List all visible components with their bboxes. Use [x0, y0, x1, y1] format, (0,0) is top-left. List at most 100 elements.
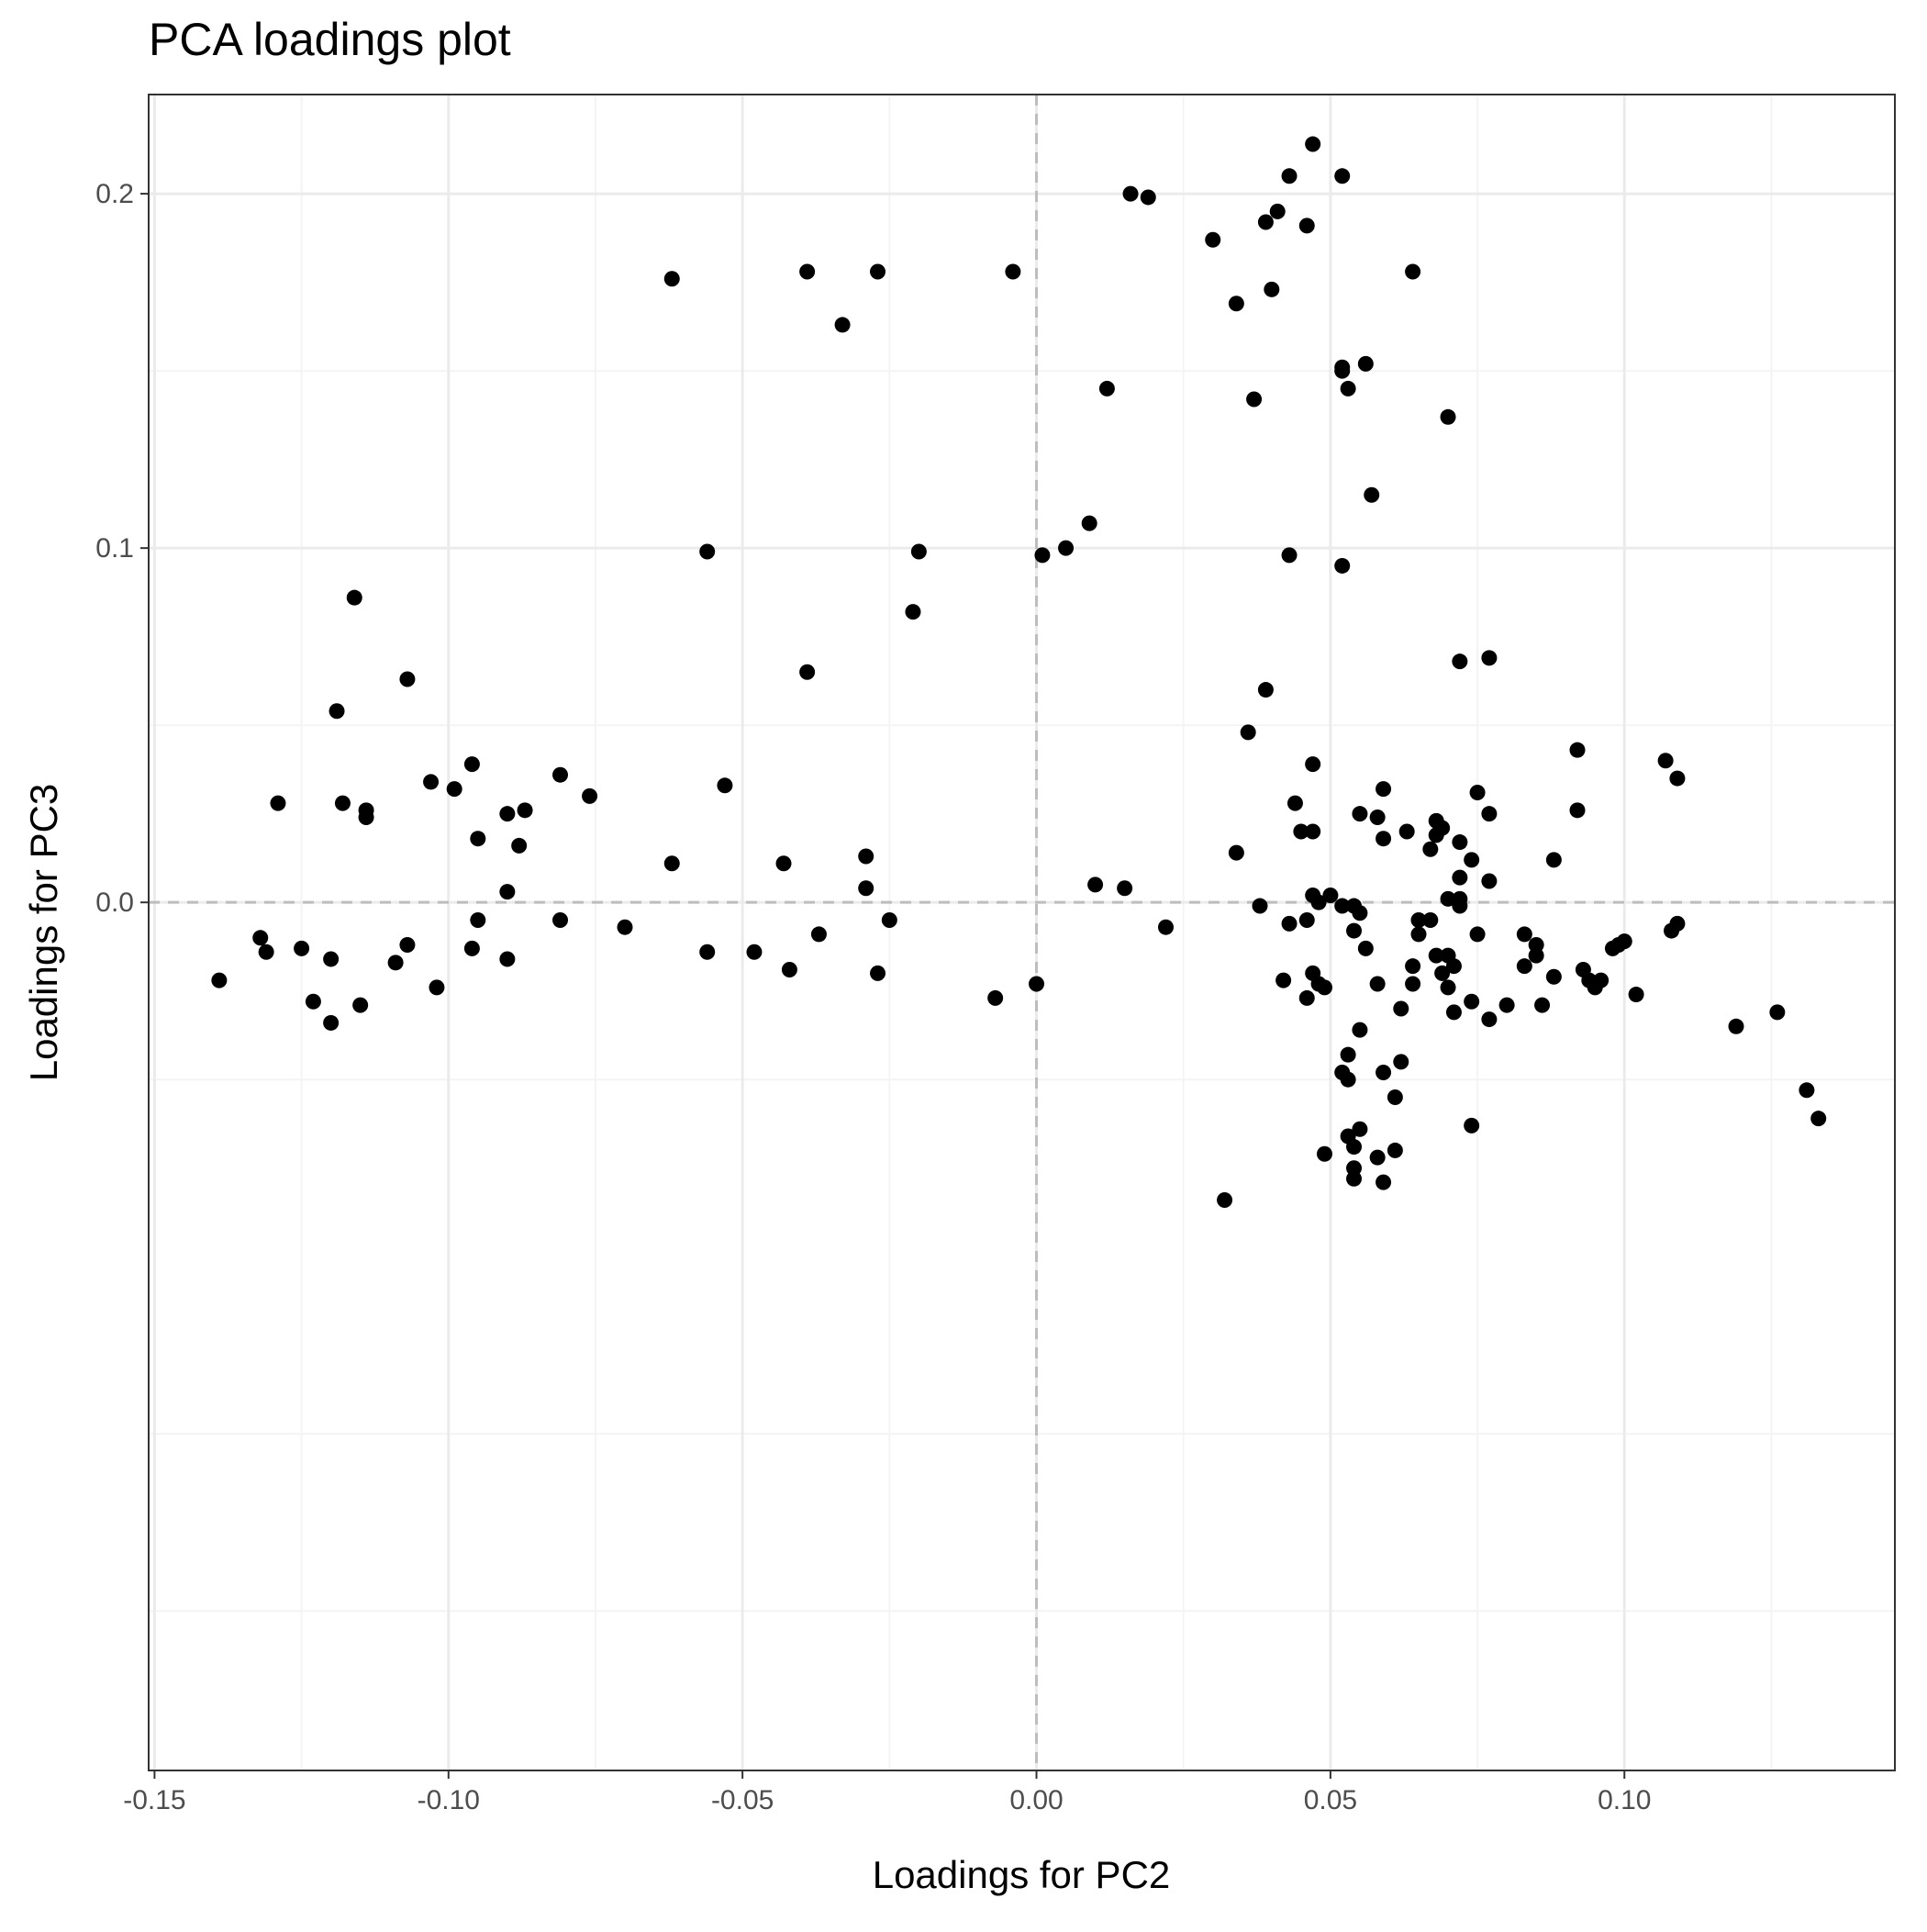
data-point [252, 930, 269, 946]
data-point [1469, 926, 1486, 943]
data-point [1257, 682, 1274, 698]
chart-title: PCA loadings plot [149, 14, 511, 65]
data-point [1157, 919, 1174, 935]
data-point [499, 951, 516, 967]
data-point [1440, 979, 1456, 996]
data-point [1440, 408, 1456, 425]
data-point [1310, 894, 1327, 910]
data-point [323, 951, 340, 967]
data-point [552, 911, 569, 928]
data-point [1657, 753, 1674, 769]
data-point [1340, 380, 1356, 396]
reference-lines [149, 95, 1895, 1770]
major-gridlines [149, 95, 1895, 1770]
data-point [1357, 355, 1374, 372]
data-point [1528, 947, 1544, 964]
data-point [1334, 363, 1351, 379]
data-point [1117, 880, 1133, 897]
data-point [1252, 898, 1268, 914]
data-point [1516, 926, 1532, 943]
data-point [1305, 756, 1321, 773]
data-point [858, 880, 874, 897]
data-point [746, 944, 763, 960]
data-point [1405, 958, 1421, 975]
data-point [1440, 890, 1456, 907]
data-point [1428, 947, 1444, 964]
data-point [1316, 1145, 1332, 1162]
data-point [663, 855, 680, 872]
data-point [1264, 281, 1280, 297]
data-point [399, 937, 416, 954]
data-point [258, 944, 274, 960]
data-point [1669, 770, 1686, 787]
data-point [211, 972, 228, 988]
data-point [1545, 852, 1562, 868]
data-point [1376, 831, 1392, 847]
y-tick-label: 0.1 [95, 533, 134, 564]
data-point [870, 263, 886, 280]
data-point [1087, 877, 1104, 893]
data-point [617, 919, 633, 935]
data-point [1346, 1139, 1363, 1156]
data-point [1240, 724, 1256, 741]
data-point [810, 926, 827, 943]
data-point [1410, 926, 1427, 943]
data-point [1422, 911, 1439, 928]
data-point [1298, 989, 1315, 1006]
data-point [1257, 214, 1274, 230]
data-point [582, 787, 598, 804]
data-point [1422, 841, 1439, 857]
y-tick-label: 0.0 [95, 888, 134, 918]
data-point [1322, 887, 1339, 903]
data-point [1369, 1149, 1386, 1166]
x-tick-label: 0.00 [1009, 1785, 1063, 1815]
data-point [399, 671, 416, 687]
data-point [499, 884, 516, 900]
data-point [699, 944, 716, 960]
data-point [1481, 806, 1498, 822]
data-point [1464, 1117, 1480, 1134]
data-point [1298, 911, 1315, 928]
data-point [1405, 263, 1421, 280]
data-point [799, 263, 816, 280]
data-point [352, 997, 369, 1013]
data-point [1352, 905, 1368, 921]
data-point [294, 940, 310, 956]
data-point [1352, 806, 1368, 822]
data-point [305, 993, 321, 1010]
data-point [1410, 911, 1427, 928]
data-point [1452, 898, 1468, 914]
data-point [1387, 1142, 1403, 1158]
data-point [881, 911, 897, 928]
data-point [1376, 781, 1392, 798]
data-point [1305, 823, 1321, 840]
data-point [1217, 1191, 1233, 1208]
data-point [1029, 976, 1045, 992]
data-point [1269, 203, 1286, 219]
data-point [1334, 168, 1351, 184]
data-point [1569, 802, 1586, 819]
y-axis-ticks: 0.0 0.1 0.2 [95, 179, 149, 918]
data-point [470, 831, 486, 847]
data-point [358, 810, 374, 826]
data-point [334, 795, 351, 811]
data-point [1664, 922, 1680, 939]
data-point [905, 604, 921, 620]
data-point [552, 766, 569, 783]
data-point [329, 703, 345, 720]
data-point [446, 781, 462, 798]
data-point [387, 955, 404, 971]
data-point [1498, 997, 1515, 1013]
data-point [470, 911, 486, 928]
data-point [429, 979, 445, 996]
data-point [1334, 557, 1351, 574]
data-point [1305, 136, 1321, 152]
data-point [1034, 547, 1051, 564]
x-tick-label: 0.05 [1304, 1785, 1357, 1815]
data-point [1481, 1011, 1498, 1028]
data-point [799, 664, 816, 680]
x-tick-label: 0.10 [1598, 1785, 1651, 1815]
data-point [1469, 785, 1486, 801]
data-point [1281, 168, 1298, 184]
data-point [1287, 795, 1303, 811]
